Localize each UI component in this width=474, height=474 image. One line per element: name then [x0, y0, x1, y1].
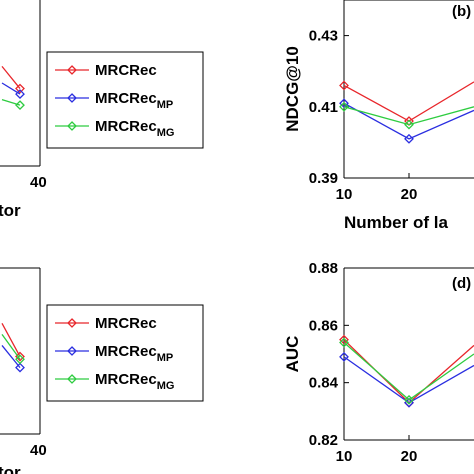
y-tick-label: 0.41 [309, 99, 338, 116]
series-line-1 [343, 102, 474, 140]
panel-tag: (b) [452, 3, 471, 20]
y-tick-label: 0.88 [309, 260, 338, 277]
x-tick-label: 20 [401, 448, 418, 465]
y-tick-label: 0.82 [309, 432, 338, 449]
series-point-2 [15, 354, 25, 365]
y-tick-label: 0.43 [309, 28, 338, 45]
legend-marker [67, 346, 77, 356]
x-tick-label: 40 [30, 174, 47, 191]
x-tick-label: 40 [30, 442, 47, 459]
legend-label: MRCRecMP [95, 343, 173, 364]
panel-c: 40 tor MRCRec MRCRecMP MRCRecMG [0, 267, 204, 474]
legend-label: MRCRecMG [95, 371, 174, 392]
series-line-2 [1, 334, 21, 360]
series-point-1 [15, 89, 25, 99]
legend-label: MRCRecMG [95, 118, 174, 139]
series-point-0-0 [339, 334, 349, 345]
legend-label: MRCRecMP [95, 90, 173, 111]
series-point-1-0 [339, 351, 349, 362]
series-point-1 [15, 362, 25, 373]
x-tick-label: 10 [336, 448, 353, 465]
series-point-0 [15, 83, 25, 94]
panel-tag: (d) [452, 275, 471, 292]
series-line-0 [1, 323, 21, 357]
panel-a: 40 tor MRCRec MRCRecMP MRCRecMG [0, 0, 204, 220]
legend-box [46, 51, 204, 149]
series-point-0-0 [339, 80, 349, 91]
legend-marker [67, 121, 77, 131]
y-axis-label: NDCG@10 [283, 46, 302, 132]
series-line-1 [343, 356, 474, 404]
series-line-2 [343, 106, 474, 126]
legend: MRCRec MRCRecMP MRCRecMG [46, 51, 204, 149]
legend-marker [67, 374, 77, 384]
x-axis-label: Number of la [344, 213, 448, 232]
legend-label: MRCRec [95, 62, 157, 79]
series-point-1-1 [404, 133, 414, 144]
series-line-0 [343, 81, 474, 122]
legend-box [46, 304, 204, 402]
series-line-0 [1, 65, 21, 89]
legend: MRCRec MRCRecMP MRCRecMG [46, 304, 204, 402]
x-axis-label: tor [0, 201, 21, 220]
series-point-2 [15, 100, 25, 111]
series-point-2-0 [339, 337, 349, 348]
x-axis-label: tor [0, 463, 21, 474]
y-tick-label: 0.86 [309, 317, 338, 334]
legend-marker [67, 318, 77, 328]
y-axis-label: AUC [283, 336, 302, 373]
x-tick-label: 20 [401, 186, 418, 203]
y-tick-label: 0.39 [309, 170, 338, 187]
series-line-2 [343, 342, 474, 401]
legend-label: MRCRec [95, 315, 157, 332]
series-point-2-1 [404, 394, 414, 405]
series-point-2-1 [404, 119, 414, 130]
series-line-1 [1, 345, 21, 369]
legend-marker [67, 65, 77, 75]
series-point-2-0 [339, 101, 349, 112]
legend-marker [67, 93, 77, 103]
x-tick-label: 10 [336, 186, 353, 203]
panel-d: 0.880.860.840.821020AUCNumber of la(d) [283, 260, 474, 465]
y-tick-label: 0.84 [309, 375, 339, 392]
